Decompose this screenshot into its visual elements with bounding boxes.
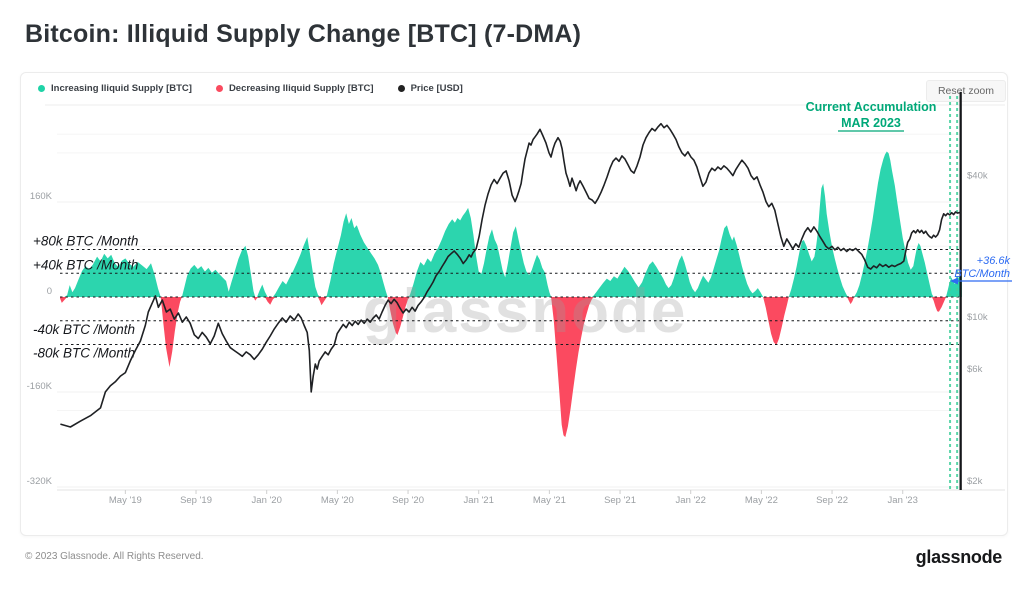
x-tick-label: Sep '19 [180, 495, 212, 506]
price-line [60, 122, 961, 428]
chart-card [20, 72, 1008, 536]
chart-legend: Increasing Iliquid Supply [BTC] Decreasi… [38, 83, 463, 94]
watermark: glassnode [363, 277, 688, 346]
legend-item-price[interactable]: Price [USD] [397, 83, 463, 94]
x-tick-label: Sep '20 [392, 495, 424, 506]
increasing-supply-area [60, 151, 962, 297]
x-tick-label: Sep '21 [604, 495, 636, 506]
x-tick-label: Jan '23 [888, 495, 918, 506]
x-tick-label: May '19 [109, 495, 142, 506]
x-tick-label: May '20 [321, 495, 354, 506]
x-tick-label: Sep '22 [816, 495, 848, 506]
glassnode-logo: glassnode [915, 547, 1003, 567]
legend-label-price: Price [USD] [410, 83, 463, 94]
reset-zoom-button[interactable]: Reset zoom [925, 80, 1006, 102]
legend-item-decreasing[interactable]: Decreasing Iliquid Supply [BTC] [215, 83, 374, 94]
legend-label-increasing: Increasing Iliquid Supply [BTC] [51, 83, 192, 94]
x-tick-label: Jan '22 [676, 495, 706, 506]
y-left-tick-label: -160K [27, 381, 53, 392]
y-right-tick-label: $10k [967, 312, 988, 323]
threshold-label--80: -80k BTC /Month [33, 346, 135, 361]
accumulation-annotation-line2: MAR 2023 [841, 116, 901, 130]
y-left-tick-label: 0 [47, 286, 52, 297]
x-tick-label: May '21 [533, 495, 566, 506]
x-tick-label: May '22 [745, 495, 778, 506]
footer-copyright: © 2023 Glassnode. All Rights Reserved. [25, 551, 204, 562]
legend-label-decreasing: Decreasing Iliquid Supply [BTC] [228, 83, 374, 94]
threshold-label-80: +80k BTC /Month [33, 234, 138, 249]
x-tick-label: Jan '21 [464, 495, 494, 506]
x-tick-label: Jan '20 [252, 495, 282, 506]
y-right-tick-label: $2k [967, 476, 983, 487]
y-right-tick-label: $6k [967, 364, 983, 375]
decreasing-supply-dot-icon [215, 85, 223, 92]
current-value-line2: BTC/Month [954, 268, 1010, 280]
page-title: Bitcoin: Illiquid Supply Change [BTC] (7… [25, 20, 582, 48]
legend-item-increasing[interactable]: Increasing Iliquid Supply [BTC] [38, 83, 192, 94]
price-dot-icon [397, 85, 405, 92]
y-left-tick-label: -320K [27, 476, 53, 487]
threshold-label--40: -40k BTC /Month [33, 322, 135, 337]
current-value-arrow-icon [950, 277, 958, 285]
y-right-tick-label: $40k [967, 171, 988, 182]
increasing-supply-dot-icon [38, 85, 45, 92]
current-value-line1: +36.6k [977, 255, 1011, 267]
threshold-label-40: +40k BTC /Month [33, 257, 138, 272]
accumulation-annotation-line1: Current Accumulation [806, 100, 937, 114]
y-left-tick-label: 160K [30, 191, 53, 202]
